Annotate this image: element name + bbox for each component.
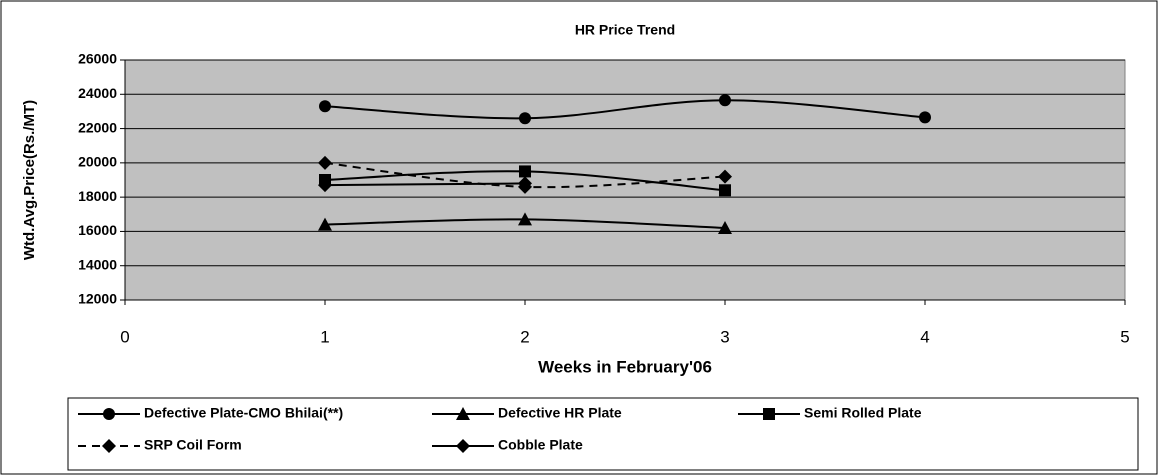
- marker: [518, 212, 532, 226]
- marker: [102, 439, 116, 453]
- x-axis-label: Weeks in February'06: [538, 357, 712, 376]
- marker: [519, 112, 531, 125]
- marker: [518, 176, 532, 191]
- y-tick-label: 26000: [78, 51, 117, 67]
- marker: [456, 407, 470, 420]
- chart-title: HR Price Trend: [575, 22, 675, 38]
- marker: [719, 94, 731, 107]
- x-tick-label: 4: [920, 327, 929, 346]
- x-tick-label: 5: [1120, 327, 1129, 346]
- legend-label: Semi Rolled Plate: [804, 405, 922, 421]
- legend-item: Semi Rolled Plate: [738, 405, 922, 421]
- legend-box: [67, 397, 1139, 471]
- legend-item: SRP Coil Form: [78, 437, 242, 453]
- marker: [719, 184, 731, 197]
- y-tick-label: 24000: [78, 85, 117, 101]
- legend-item: Defective HR Plate: [432, 405, 622, 421]
- x-tick-label: 2: [520, 327, 529, 346]
- series-line: [324, 182, 526, 187]
- marker: [718, 221, 732, 234]
- marker: [103, 408, 115, 420]
- x-tick-label: 3: [720, 327, 729, 346]
- marker: [763, 408, 775, 420]
- legend-label: Defective Plate-CMO Bhilai(**): [144, 405, 343, 421]
- marker: [318, 155, 332, 170]
- marker: [456, 439, 470, 453]
- y-tick-label: 14000: [78, 256, 117, 272]
- y-tick-label: 20000: [78, 154, 117, 170]
- y-tick-label: 18000: [78, 188, 117, 204]
- series-line: [324, 99, 926, 120]
- marker: [319, 100, 331, 113]
- marker: [318, 217, 332, 231]
- legend-item: Cobble Plate: [432, 437, 583, 453]
- x-tick-label: 1: [320, 327, 329, 346]
- y-tick-label: 22000: [78, 119, 117, 135]
- y-tick-label: 16000: [78, 222, 117, 238]
- legend-label: SRP Coil Form: [144, 437, 242, 453]
- marker: [919, 111, 931, 124]
- marker: [519, 165, 531, 178]
- legend-label: Defective HR Plate: [498, 405, 622, 421]
- marker: [718, 169, 732, 184]
- legend-label: Cobble Plate: [498, 437, 583, 453]
- x-tick-label: 0: [120, 327, 129, 346]
- legend-item: Defective Plate-CMO Bhilai(**): [78, 405, 343, 421]
- y-tick-label: 12000: [78, 291, 117, 307]
- marker: [318, 178, 332, 193]
- y-axis-label: Wtd.Avg.Price(Rs./MT): [21, 100, 38, 260]
